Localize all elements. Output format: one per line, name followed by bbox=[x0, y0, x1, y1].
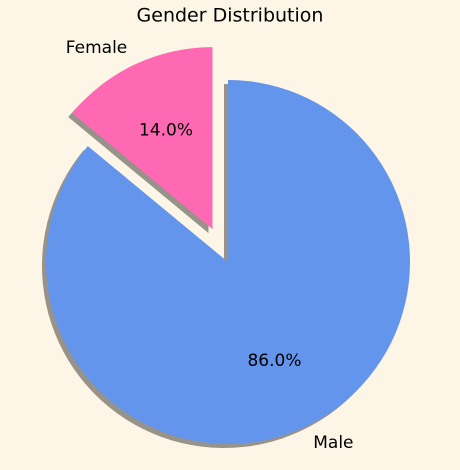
slice-label: Female bbox=[66, 38, 127, 58]
wedge bbox=[46, 80, 411, 444]
chart-title: Gender Distribution bbox=[137, 5, 324, 27]
value-label: 14.0% bbox=[139, 120, 193, 140]
value-label: 86.0% bbox=[247, 351, 301, 371]
wedge bbox=[72, 47, 213, 230]
slice-label: Male bbox=[313, 433, 353, 453]
